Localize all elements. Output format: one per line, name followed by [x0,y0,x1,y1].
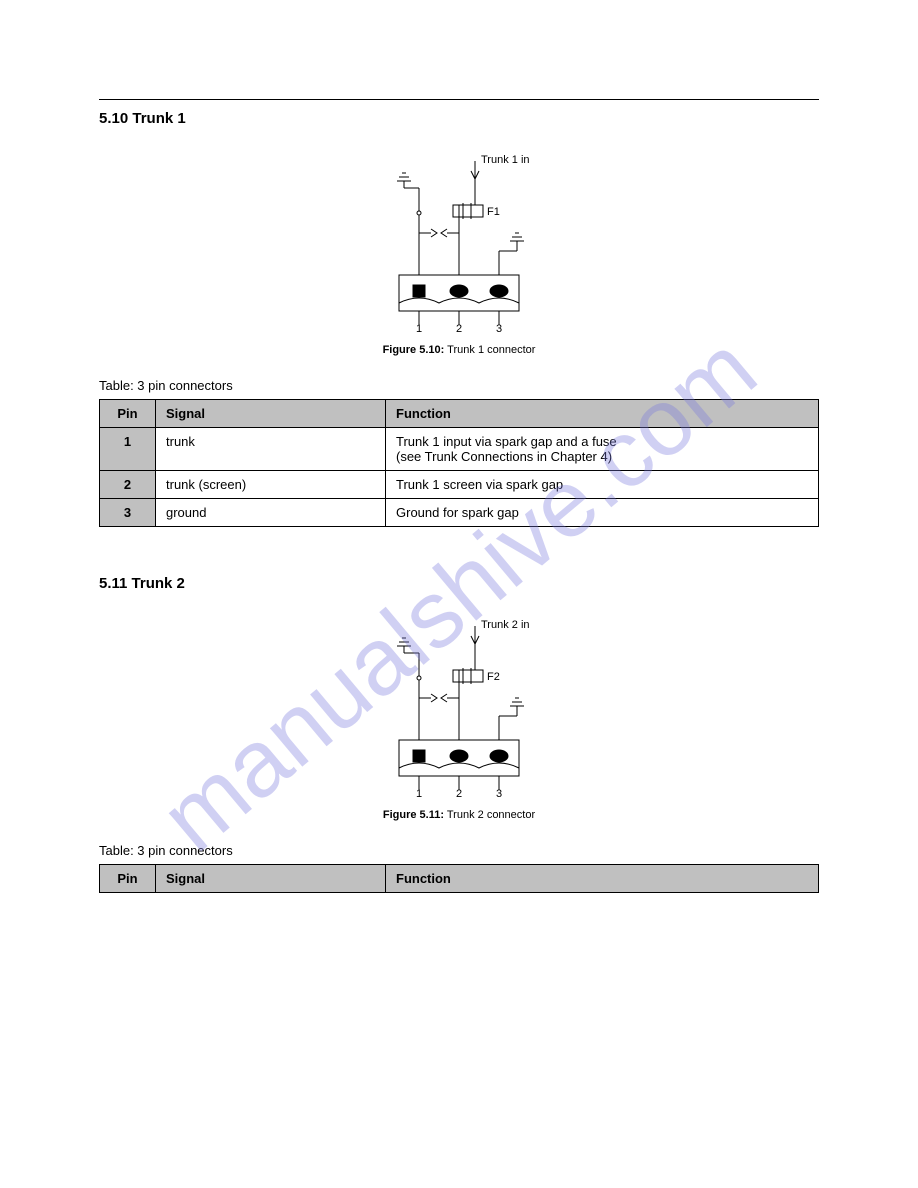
th-signal: Signal [156,400,386,428]
pin-label-2: 2 [456,788,462,798]
figure-1-label: Figure 5.10: [383,344,445,356]
pin-label-2: 2 [456,323,462,333]
th-signal: Signal [156,865,386,893]
figure-2-text: Trunk 2 connector [447,809,535,821]
cell-function: Trunk 1 input via spark gap and a fuse (… [386,428,819,471]
cell-signal: trunk (screen) [156,471,386,499]
section-1-title: 5.10 Trunk 1 [99,110,819,127]
table-row: 1 trunk Trunk 1 input via spark gap and … [100,428,819,471]
th-pin: Pin [100,400,156,428]
pin-label-1: 1 [416,788,422,798]
cell-pin: 2 [100,471,156,499]
table-row: 3 ground Ground for spark gap [100,499,819,527]
section-2-title: 5.11 Trunk 2 [99,575,819,592]
th-function: Function [386,865,819,893]
th-pin: Pin [100,865,156,893]
cell-pin: 1 [100,428,156,471]
fuse-label-2: F2 [487,671,500,683]
cell-pin: 3 [100,499,156,527]
pin-label-1: 1 [416,323,422,333]
figure-2-label: Figure 5.11: [383,809,444,821]
table-2: Pin Signal Function [99,864,819,893]
figure-1-caption: Figure 5.10: Trunk 1 connector [99,344,819,356]
figure-2-wrap: 1 2 3 Trunk 2 in F2 Figure 5.11: Trunk 2… [99,598,819,821]
table-row: 2 trunk (screen) Trunk 1 screen via spar… [100,471,819,499]
table-1-intro: Table: 3 pin connectors [99,378,819,393]
table-1: Pin Signal Function 1 trunk Trunk 1 inpu… [99,399,819,527]
figure-2-caption: Figure 5.11: Trunk 2 connector [99,809,819,821]
cell-function: Trunk 1 screen via spark gap [386,471,819,499]
trunk-in-label-1: Trunk 1 in [481,154,530,166]
header-rule [99,99,819,100]
trunk-in-label-2: Trunk 2 in [481,619,530,631]
figure-1-text: Trunk 1 connector [447,344,535,356]
pin-label-3: 3 [496,788,502,798]
cell-function: Ground for spark gap [386,499,819,527]
table-2-intro: Table: 3 pin connectors [99,843,819,858]
th-function: Function [386,400,819,428]
trunk-2-diagram: 1 2 3 Trunk 2 in F2 [359,598,559,798]
table-2-header: Pin Signal Function [100,865,819,893]
table-1-header: Pin Signal Function [100,400,819,428]
pin-label-3: 3 [496,323,502,333]
figure-1-wrap: 1 2 3 Trunk 1 in F1 Figure 5.10: Trunk 1… [99,133,819,356]
fuse-label-1: F1 [487,206,500,218]
cell-signal: ground [156,499,386,527]
cell-signal: trunk [156,428,386,471]
trunk-1-diagram: 1 2 3 Trunk 1 in F1 [359,133,559,333]
page-content: 5.10 Trunk 1 [99,110,819,893]
